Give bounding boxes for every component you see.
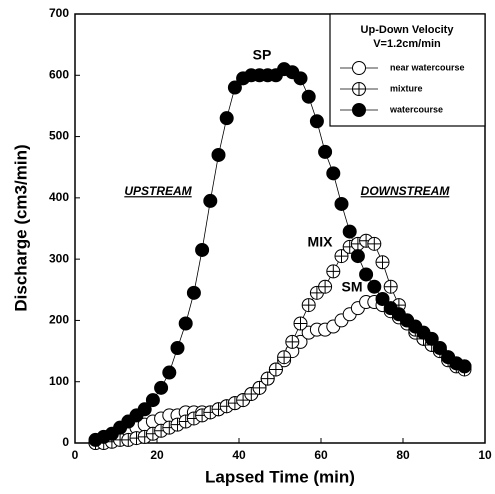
data-point xyxy=(350,249,365,264)
data-point xyxy=(162,365,177,380)
annotation: UPSTREAM xyxy=(124,184,192,198)
data-point xyxy=(375,291,390,306)
annotation: SP xyxy=(253,47,272,63)
data-point xyxy=(367,236,382,251)
data-point xyxy=(203,193,218,208)
data-point xyxy=(383,279,398,294)
x-tick-label: 40 xyxy=(232,448,246,462)
y-tick-label: 100 xyxy=(49,374,69,388)
data-point xyxy=(145,393,160,408)
x-tick-label: 60 xyxy=(314,448,328,462)
y-tick-label: 300 xyxy=(49,251,69,265)
legend-marker xyxy=(352,82,366,96)
x-tick-label: 0 xyxy=(72,448,79,462)
data-point xyxy=(342,224,357,239)
annotation: DOWNSTREAM xyxy=(361,184,451,198)
annotation: SM xyxy=(342,279,363,295)
y-tick-label: 600 xyxy=(49,67,69,81)
legend-label: near watercourse xyxy=(390,62,465,72)
data-point xyxy=(186,285,201,300)
data-point xyxy=(252,380,267,395)
data-point xyxy=(367,279,382,294)
data-point xyxy=(359,267,374,282)
y-tick-label: 400 xyxy=(49,190,69,204)
data-point xyxy=(318,279,333,294)
legend-label: mixture xyxy=(390,83,423,93)
data-point xyxy=(293,316,308,331)
y-axis-label: Discharge (cm3/min) xyxy=(11,144,30,311)
legend-title: V=1.2cm/min xyxy=(373,38,441,50)
data-point xyxy=(432,341,447,356)
data-point xyxy=(154,380,169,395)
legend-marker xyxy=(352,61,366,75)
data-point xyxy=(334,196,349,211)
y-tick-label: 200 xyxy=(49,313,69,327)
annotation: MIX xyxy=(308,234,334,250)
data-point xyxy=(457,359,472,374)
data-point xyxy=(170,341,185,356)
data-point xyxy=(326,166,341,181)
data-point xyxy=(227,80,242,95)
x-tick-label: 20 xyxy=(150,448,164,462)
data-point xyxy=(375,255,390,270)
y-tick-label: 700 xyxy=(49,6,69,20)
x-tick-label: 10 xyxy=(478,448,492,462)
data-point xyxy=(178,316,193,331)
data-point xyxy=(260,371,275,386)
data-point xyxy=(301,298,316,313)
series-line xyxy=(95,240,465,444)
data-point xyxy=(137,402,152,417)
data-point xyxy=(211,147,226,162)
y-tick-label: 500 xyxy=(49,129,69,143)
y-tick-label: 0 xyxy=(62,435,69,449)
data-point xyxy=(277,350,292,365)
legend-marker xyxy=(352,103,366,117)
data-point xyxy=(285,334,300,349)
data-point xyxy=(195,242,210,257)
data-point xyxy=(318,144,333,159)
data-point xyxy=(268,362,283,377)
data-point xyxy=(293,71,308,86)
data-point xyxy=(326,264,341,279)
data-point xyxy=(219,111,234,126)
data-point xyxy=(309,114,324,129)
x-axis-label: Lapsed Time (min) xyxy=(205,467,355,486)
x-tick-label: 80 xyxy=(396,448,410,462)
data-point xyxy=(424,331,439,346)
legend-title: Up-Down Velocity xyxy=(361,24,455,36)
plot-frame xyxy=(74,13,486,444)
data-point xyxy=(334,249,349,264)
legend-label: watercourse xyxy=(389,104,443,114)
data-point xyxy=(301,89,316,104)
